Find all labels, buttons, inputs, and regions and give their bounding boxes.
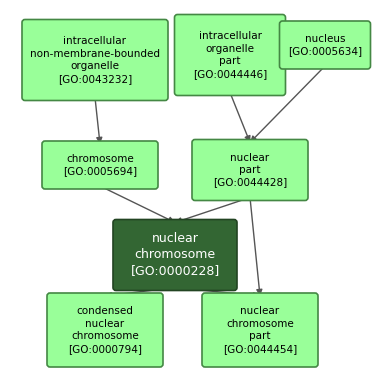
Text: nuclear
chromosome
part
[GO:0044454]: nuclear chromosome part [GO:0044454] [223, 306, 297, 354]
Text: nuclear
chromosome
[GO:0000228]: nuclear chromosome [GO:0000228] [131, 232, 220, 278]
Text: chromosome
[GO:0005694]: chromosome [GO:0005694] [63, 154, 137, 176]
Text: nucleus
[GO:0005634]: nucleus [GO:0005634] [288, 34, 362, 56]
FancyBboxPatch shape [47, 293, 163, 367]
FancyBboxPatch shape [22, 20, 168, 101]
FancyBboxPatch shape [175, 14, 285, 95]
Text: intracellular
organelle
part
[GO:0044446]: intracellular organelle part [GO:0044446… [193, 31, 267, 78]
FancyBboxPatch shape [113, 219, 237, 290]
FancyBboxPatch shape [192, 139, 308, 201]
Text: condensed
nuclear
chromosome
[GO:0000794]: condensed nuclear chromosome [GO:0000794… [68, 306, 142, 354]
FancyBboxPatch shape [279, 21, 370, 69]
FancyBboxPatch shape [42, 141, 158, 189]
Text: nuclear
part
[GO:0044428]: nuclear part [GO:0044428] [213, 152, 287, 187]
Text: intracellular
non-membrane-bounded
organelle
[GO:0043232]: intracellular non-membrane-bounded organ… [30, 36, 160, 84]
FancyBboxPatch shape [202, 293, 318, 367]
